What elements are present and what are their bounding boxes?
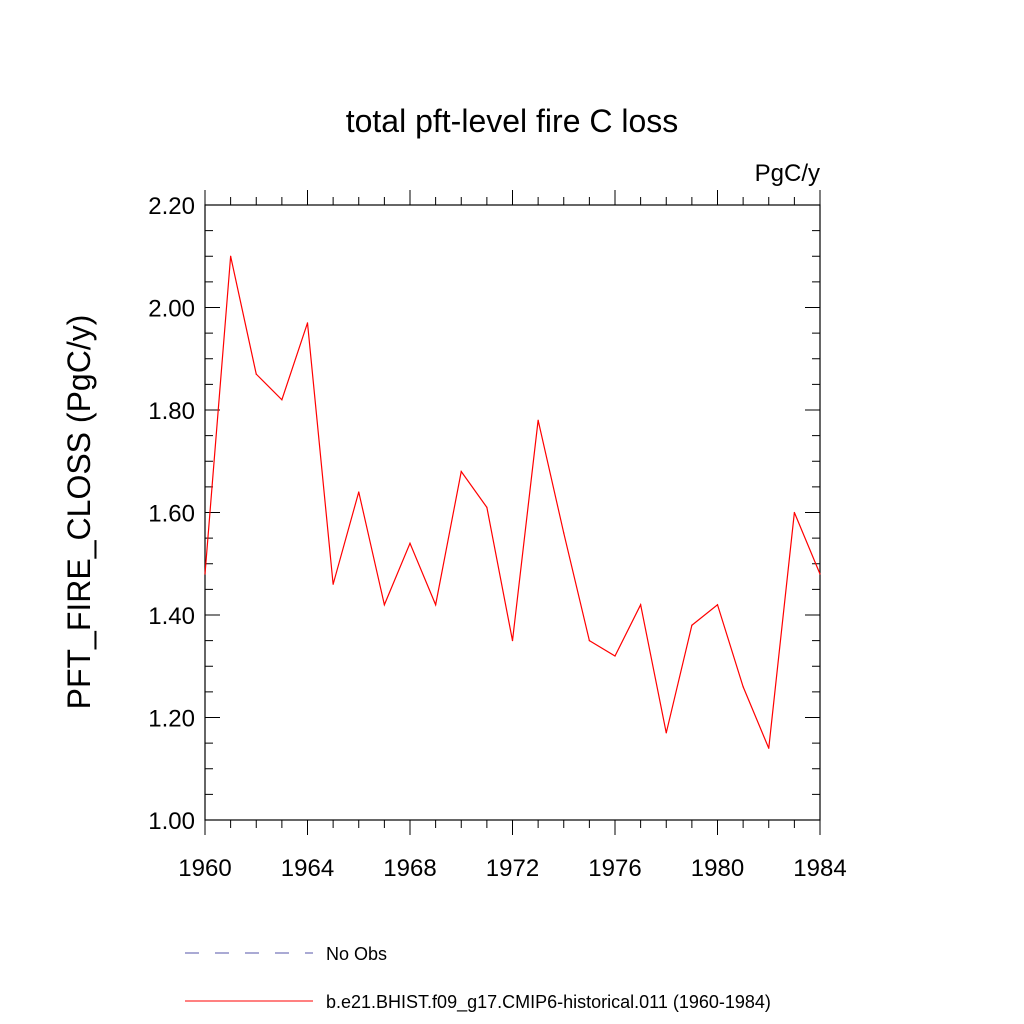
y-tick-label: 2.00	[148, 296, 195, 323]
data-point	[563, 532, 565, 534]
y-tick-label: 1.40	[148, 603, 195, 630]
data-point	[204, 573, 206, 575]
x-tick-label: 1960	[178, 855, 231, 882]
data-point	[511, 640, 514, 642]
y-tick-label: 1.80	[148, 398, 195, 425]
y-tick-labels: 1.00 1.20 1.40 1.60 1.80 2.00 2.20	[148, 193, 195, 835]
data-point	[614, 655, 616, 657]
data-point	[716, 604, 719, 606]
data-point	[306, 322, 309, 324]
chart-title: total pft-level fire C loss	[346, 103, 679, 139]
data-point	[768, 747, 770, 749]
data-point	[665, 732, 667, 734]
series-line	[204, 256, 821, 749]
x-tick-labels: 1960 1964 1968 1972 1976 1980 1984	[178, 855, 846, 882]
y-tick-label: 2.20	[148, 193, 195, 220]
x-tick-label: 1980	[691, 855, 744, 882]
plot-frame	[204, 204, 821, 821]
data-point	[383, 604, 385, 606]
y-tick-label: 1.60	[148, 501, 195, 528]
x-tick-label: 1976	[588, 855, 641, 882]
x-tick-label: 1972	[486, 855, 539, 882]
legend: No Obs b.e21.BHIST.f09_g17.CMIP6-historic…	[185, 944, 771, 1013]
data-point	[332, 583, 334, 585]
units-label: PgC/y	[755, 160, 820, 187]
y-tick-label: 1.00	[148, 808, 195, 835]
data-point	[819, 573, 821, 575]
plot-lines	[204, 255, 821, 749]
y-tick-label: 1.20	[148, 706, 195, 733]
x-tick-label: 1964	[281, 855, 334, 882]
data-point	[640, 604, 642, 606]
legend-label: No Obs	[326, 944, 387, 964]
y-axis-label: PFT_FIRE_CLOSS (PgC/y)	[61, 315, 97, 710]
data-point	[486, 506, 488, 508]
data-point	[691, 624, 693, 626]
data-point	[255, 373, 257, 375]
data-point	[537, 419, 539, 421]
data-point	[358, 491, 360, 493]
data-point	[435, 604, 437, 606]
data-point	[793, 511, 795, 514]
axis-ticks	[204, 190, 821, 835]
data-point	[588, 640, 590, 642]
data-point	[281, 399, 283, 401]
data-point	[460, 470, 462, 473]
x-tick-label: 1968	[383, 855, 436, 882]
legend-label: b.e21.BHIST.f09_g17.CMIP6-historical.011…	[326, 992, 771, 1013]
data-point	[409, 542, 411, 544]
data-point	[742, 686, 744, 688]
x-tick-label: 1984	[793, 855, 846, 882]
data-point	[230, 255, 232, 257]
